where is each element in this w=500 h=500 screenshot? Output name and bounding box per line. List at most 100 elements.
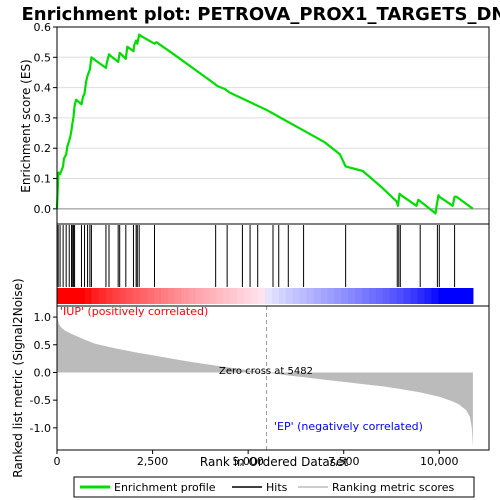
- rank-color-segment: [119, 288, 127, 304]
- top-y-tick-label: 0.0: [34, 203, 52, 216]
- negative-correlation-label: 'EP' (negatively correlated): [274, 420, 423, 433]
- bottom-y-ticks: 1.0 0.5 0.0 -0.5 -1.0: [30, 311, 57, 435]
- rank-color-segment: [382, 288, 391, 304]
- rank-color-segment: [251, 288, 259, 304]
- rank-color-segment: [466, 288, 474, 304]
- legend-box: [73, 476, 475, 498]
- enrichment-score-panel: 0.0 0.1 0.2 0.3 0.4 0.5 0.6 Enrichment score (…: [19, 21, 490, 225]
- rank-color-segment: [112, 288, 120, 304]
- top-y-tick-label: 0.6: [34, 21, 52, 34]
- rank-color-segment: [271, 288, 280, 304]
- rank-color-segment: [452, 288, 460, 304]
- rank-color-segment: [334, 288, 342, 304]
- hit-marks: [57, 225, 456, 287]
- legend-enrichment-label: Enrichment profile: [114, 481, 216, 494]
- zero-cross-label: Zero cross at 5482: [219, 366, 313, 377]
- legend: Enrichment profile Hits Ranking metric s…: [73, 476, 475, 498]
- rank-color-segment: [202, 288, 211, 304]
- top-y-tick-label: 0.5: [34, 51, 52, 64]
- rank-color-segment: [230, 288, 238, 304]
- top-y-tick-label: 0.4: [34, 82, 52, 95]
- x-tick-label: 5,000: [232, 455, 264, 468]
- x-axis-label: Rank in Ordered Dataset: [200, 455, 348, 469]
- x-tick-label: 7,500: [328, 455, 360, 468]
- rank-color-segment: [98, 288, 107, 304]
- rank-color-segment: [174, 288, 183, 304]
- chart-title: Enrichment plot: PETROVA_PROX1_TARGETS_D…: [22, 4, 500, 25]
- rank-color-segment: [209, 288, 217, 304]
- rank-color-bar: [57, 288, 474, 304]
- rank-color-segment: [348, 288, 356, 304]
- rank-color-segment: [410, 288, 418, 304]
- rank-color-segment: [63, 288, 72, 304]
- rank-color-segment: [223, 288, 231, 304]
- rank-color-segment: [244, 288, 252, 304]
- x-tick-label: 0: [54, 455, 61, 468]
- legend-hits-label: Hits: [266, 481, 288, 494]
- enrichment-profile-line: [55, 33, 474, 215]
- rank-color-segment: [341, 288, 349, 304]
- rank-color-segment: [84, 288, 93, 304]
- rank-color-segment: [396, 288, 405, 304]
- rank-color-segment: [403, 288, 412, 304]
- rank-color-segment: [147, 288, 155, 304]
- rank-color-segment: [77, 288, 86, 304]
- rank-color-segment: [154, 288, 162, 304]
- rank-color-segment: [313, 288, 321, 304]
- rank-color-segment: [195, 288, 204, 304]
- rank-color-segment: [188, 288, 197, 304]
- rank-color-segment: [181, 288, 190, 304]
- ranking-metric-area: [57, 308, 473, 448]
- bottom-y-tick-label: -0.5: [30, 394, 51, 407]
- rank-color-segment: [126, 288, 134, 304]
- legend-metric-label: Ranking metric scores: [332, 481, 454, 494]
- bottom-y-axis-label: Ranked list metric (Signal2Noise): [11, 278, 25, 477]
- rank-color-segment: [389, 288, 398, 304]
- rank-color-segment: [70, 288, 79, 304]
- rank-color-segment: [264, 288, 273, 304]
- rank-color-segment: [91, 288, 100, 304]
- rank-color-segment: [417, 288, 425, 304]
- rank-color-segment: [292, 288, 301, 304]
- top-y-tick-label: 0.3: [34, 112, 52, 125]
- rank-color-segment: [445, 288, 453, 304]
- positive-correlation-label: 'IUP' (positively correlated): [60, 305, 208, 318]
- top-y-tick-label: 0.2: [34, 142, 52, 155]
- rank-color-segment: [320, 288, 328, 304]
- ranking-metric-panel: 1.0 0.5 0.0 -0.5 -1.0 0 2,500 5,000 7,500 10,000…: [11, 278, 490, 478]
- rank-color-segment: [140, 288, 148, 304]
- rank-color-segment: [375, 288, 384, 304]
- bottom-y-tick-label: 0.5: [34, 339, 52, 352]
- rank-color-segment: [362, 288, 370, 304]
- x-ticks: 0 2,500 5,000 7,500 10,000: [54, 450, 459, 468]
- rank-color-segment: [216, 288, 224, 304]
- rank-color-segment: [160, 288, 169, 304]
- rank-color-segment: [438, 288, 446, 304]
- top-y-ticks: 0.0 0.1 0.2 0.3 0.4 0.5 0.6: [34, 21, 57, 216]
- bottom-y-tick-label: 0.0: [34, 366, 52, 379]
- rank-color-segment: [299, 288, 308, 304]
- rank-color-segment: [105, 288, 113, 304]
- rank-color-segment: [57, 288, 65, 304]
- rank-color-segment: [167, 288, 176, 304]
- rank-color-segment: [278, 288, 287, 304]
- rank-color-segment: [355, 288, 363, 304]
- x-tick-label: 10,000: [420, 455, 459, 468]
- rank-color-segment: [285, 288, 294, 304]
- x-tick-label: 2,500: [137, 455, 169, 468]
- bottom-y-tick-label: 1.0: [34, 311, 52, 324]
- rank-color-segment: [133, 288, 141, 304]
- bottom-panel-frame: [56, 305, 490, 451]
- rank-color-segment: [237, 288, 245, 304]
- rank-color-segment: [431, 288, 439, 304]
- rank-color-segment: [368, 288, 377, 304]
- rank-color-segment: [258, 288, 266, 304]
- top-y-tick-label: 0.1: [34, 173, 52, 186]
- top-y-axis-label: Enrichment score (ES): [19, 59, 33, 192]
- rank-color-segment: [424, 288, 432, 304]
- rank-color-segment: [459, 288, 467, 304]
- rank-color-segment: [327, 288, 335, 304]
- bottom-y-tick-label: -1.0: [30, 422, 51, 435]
- rank-color-segment: [306, 288, 314, 304]
